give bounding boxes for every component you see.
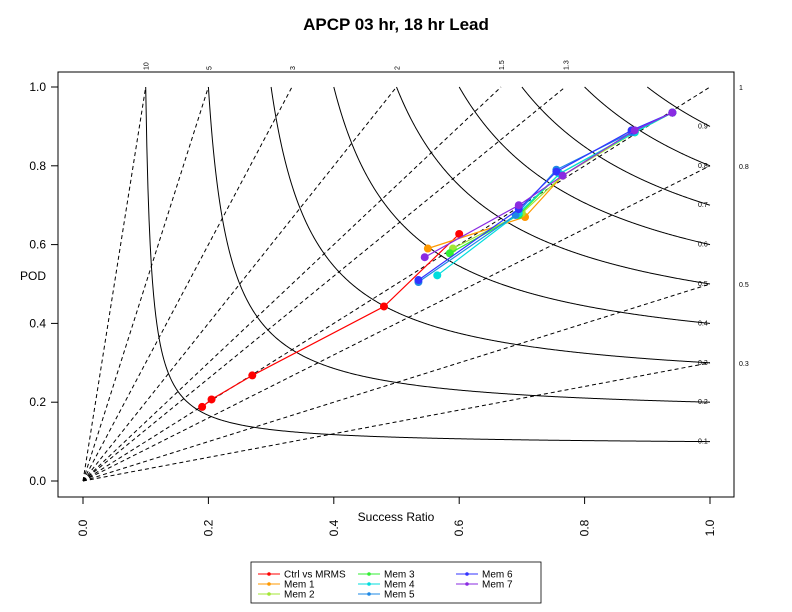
series-point [514, 201, 523, 210]
legend-label: Mem 7 [482, 580, 513, 591]
series-point [248, 371, 257, 380]
series-point [423, 244, 432, 253]
csi-contours: 0.1 0.2 0.3 0.4 0.5 0.6 0.7 0.8 0.9 [145, 86, 711, 446]
series-line [418, 112, 673, 281]
bias-label: 1 [739, 85, 743, 92]
legend-marker [367, 572, 371, 576]
series-point [379, 302, 388, 311]
series-point [433, 271, 442, 280]
legend-box [250, 561, 542, 604]
series-point [207, 395, 216, 404]
csi-contour [584, 86, 711, 167]
series-point [420, 253, 429, 262]
legend-marker [267, 582, 271, 586]
x-axis-label: Success Ratio [358, 510, 435, 524]
y-tick-label: 1.0 [29, 80, 46, 94]
bias-line [82, 86, 147, 482]
legend-marker [465, 582, 469, 586]
bias-line [82, 362, 711, 482]
y-tick-label: 0.0 [29, 474, 46, 488]
bias-label: 0.8 [739, 164, 749, 171]
y-axis: 0.0 0.2 0.4 0.6 0.8 1.0 [29, 80, 58, 488]
csi-contour [145, 87, 711, 443]
bias-line [82, 86, 711, 482]
series-line [452, 112, 673, 250]
bias-line [82, 283, 711, 482]
series-line [201, 233, 460, 408]
legend-marker [367, 592, 371, 596]
x-tick-label: 0.4 [327, 519, 341, 536]
legend-label: Mem 3 [384, 570, 415, 581]
bias-label: 0.3 [739, 361, 749, 368]
x-tick-label: 0.8 [578, 519, 592, 536]
series-point [630, 126, 639, 135]
bias-line [82, 165, 711, 482]
bias-label: 3 [290, 66, 297, 70]
csi-label: 0.8 [698, 163, 708, 170]
legend-label: Mem 1 [284, 580, 315, 591]
csi-contour [458, 86, 711, 246]
series-line [436, 112, 673, 276]
legend-label: Ctrl vs MRMS [284, 570, 346, 581]
csi-contour [270, 86, 711, 364]
csi-label: 0.5 [698, 281, 708, 288]
legend-label: Mem 4 [384, 580, 415, 591]
legend-label: Mem 6 [482, 570, 513, 581]
csi-label: 0.3 [698, 360, 708, 367]
series-plot [198, 108, 677, 411]
series-point [558, 171, 567, 180]
series-line [449, 112, 673, 254]
legend-label: Mem 2 [284, 590, 315, 601]
legend-label: Mem 5 [384, 590, 415, 601]
series-point [668, 108, 677, 117]
csi-contour [521, 86, 711, 206]
y-axis-label: POD [20, 269, 46, 283]
x-tick-label: 0.0 [76, 519, 90, 536]
series-point [552, 167, 561, 176]
y-tick-label: 0.4 [29, 316, 46, 330]
legend-marker [267, 572, 271, 576]
x-axis: 0.0 0.2 0.4 0.6 0.8 1.0 [76, 497, 717, 536]
bias-line [82, 86, 293, 482]
bias-label: 1.5 [499, 60, 506, 70]
bias-line [82, 86, 209, 482]
legend-marker [267, 592, 271, 596]
bias-label: 2 [395, 66, 402, 70]
bias-lines: 0.3 0.5 0.8 1 1.3 1.5 2 3 5 10 [82, 60, 749, 482]
plot-frame [57, 71, 735, 498]
series-line [418, 112, 673, 283]
csi-label: 0.1 [698, 439, 708, 446]
csi-contour [333, 86, 711, 324]
bias-label: 10 [144, 62, 151, 70]
x-tick-label: 0.6 [452, 519, 466, 536]
legend-marker [367, 582, 371, 586]
y-tick-label: 0.6 [29, 238, 46, 252]
legend-marker [465, 572, 469, 576]
series-point [455, 229, 464, 238]
csi-label: 0.6 [698, 242, 708, 249]
csi-label: 0.2 [698, 399, 708, 406]
bias-label: 1.3 [563, 60, 570, 70]
csi-label: 0.9 [698, 123, 708, 130]
series-point [445, 249, 454, 258]
x-tick-label: 0.2 [201, 519, 215, 536]
x-tick-label: 1.0 [703, 519, 717, 536]
csi-label: 0.7 [698, 202, 708, 209]
csi-label: 0.4 [698, 320, 708, 327]
series-point [198, 402, 207, 411]
bias-label: 5 [206, 66, 213, 70]
bias-line [82, 86, 566, 482]
series-point [414, 276, 423, 285]
y-tick-label: 0.2 [29, 395, 46, 409]
bias-line [82, 86, 502, 482]
bias-label: 0.5 [739, 282, 749, 289]
chart-title: APCP 03 hr, 18 hr Lead [303, 15, 489, 34]
y-tick-label: 0.8 [29, 159, 46, 173]
csi-contour [646, 86, 711, 127]
